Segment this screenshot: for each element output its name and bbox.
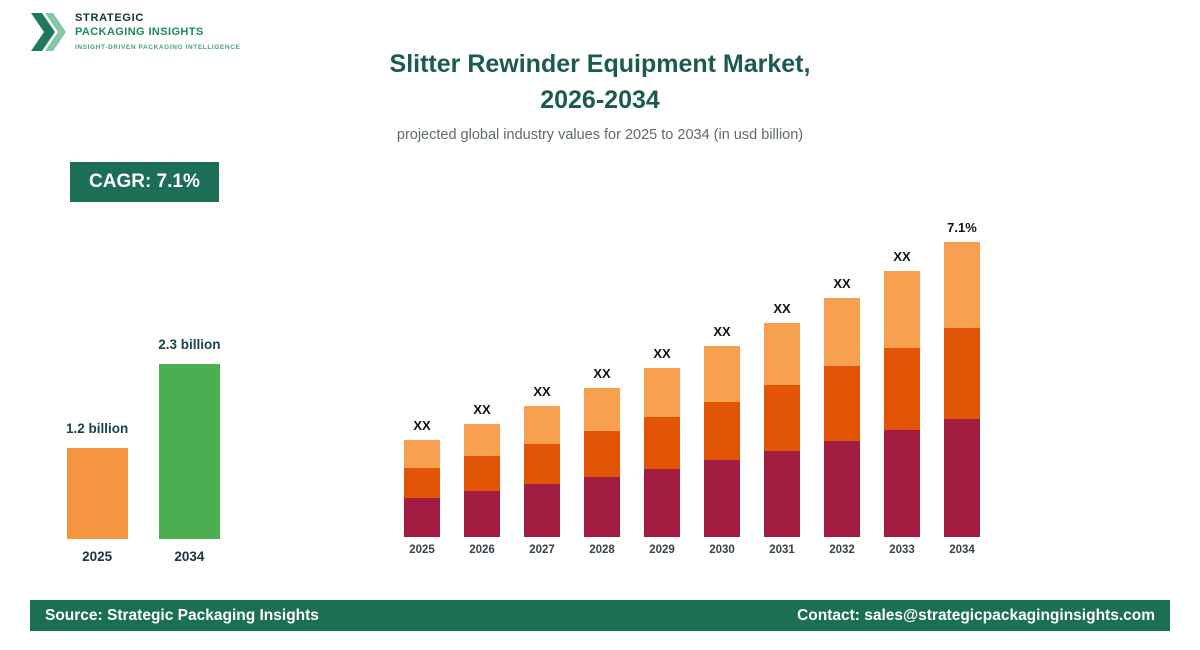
bar-segment-bottom <box>944 418 980 537</box>
summary-bar <box>66 448 128 539</box>
bar-segment-middle <box>404 468 440 499</box>
bar-segment-middle <box>824 366 860 441</box>
bar-value-label: 7.1% <box>947 220 977 235</box>
bar-year-label: 2032 <box>829 544 855 556</box>
bar-segment-bottom <box>824 440 860 537</box>
bar-segment-bottom <box>704 460 740 537</box>
bar-segment-bottom <box>584 477 620 537</box>
stacked-bar <box>824 298 860 537</box>
bar-segment-top <box>404 440 440 469</box>
logo: STRATEGIC PACKAGING INSIGHTS INSIGHT-DRI… <box>30 12 240 57</box>
bar-segment-bottom <box>884 430 920 537</box>
bar-year-label: 2034 <box>949 544 975 556</box>
bar-segment-middle <box>464 456 500 492</box>
summary-year-label: 2034 <box>174 549 205 564</box>
bar-year-label: 2029 <box>649 544 675 556</box>
bar-value-label: XX <box>533 384 551 399</box>
bar-segment-bottom <box>764 451 800 537</box>
logo-text: STRATEGIC PACKAGING INSIGHTS INSIGHT-DRI… <box>75 12 240 51</box>
logo-line2: PACKAGING INSIGHTS <box>75 26 204 38</box>
stacked-bar-column: XX 2030 <box>704 324 740 556</box>
bar-segment-middle <box>704 401 740 461</box>
summary-year-label: 2025 <box>82 549 113 564</box>
bar-segment-top <box>464 424 500 457</box>
bar-segment-top <box>764 323 800 386</box>
stacked-bar-column: XX 2033 <box>884 249 920 556</box>
bar-segment-bottom <box>464 491 500 537</box>
bar-year-label: 2025 <box>409 544 435 556</box>
bar-year-label: 2026 <box>469 544 495 556</box>
stacked-bar <box>584 388 620 537</box>
bar-segment-top <box>824 298 860 367</box>
stacked-bar <box>404 440 440 537</box>
bar-year-label: 2033 <box>889 544 915 556</box>
page-title: Slitter Rewinder Equipment Market, 2026-… <box>0 46 1200 118</box>
stacked-bar <box>704 346 740 537</box>
stacked-bar-column: XX 2031 <box>764 301 800 556</box>
stacked-bar-column: XX 2027 <box>524 384 560 556</box>
stacked-bar <box>764 323 800 537</box>
bar-value-label: XX <box>773 301 791 316</box>
bar-segment-middle <box>764 385 800 452</box>
summary-value-label: 2.3 billion <box>158 337 221 352</box>
projection-stacked-chart: XX 2025 XX 2026 XX 2027 XX 2028 XX 2029 XX 2030 XX 20… <box>404 190 980 556</box>
bar-segment-top <box>644 368 680 417</box>
summary-value-label: 1.2 billion <box>66 421 129 436</box>
bar-segment-middle <box>644 416 680 470</box>
footer-source: Source: Strategic Packaging Insights <box>45 606 319 624</box>
bar-segment-top <box>524 406 560 444</box>
bar-segment-middle <box>524 443 560 485</box>
bar-segment-top <box>584 388 620 431</box>
logo-tagline: INSIGHT-DRIVEN PACKAGING INTELLIGENCE <box>75 44 241 51</box>
cagr-badge: CAGR: 7.1% <box>70 162 219 202</box>
logo-chevron-icon <box>30 12 66 57</box>
stacked-bar <box>644 368 680 537</box>
bar-value-label: XX <box>893 249 911 264</box>
bar-segment-middle <box>884 348 920 431</box>
bar-year-label: 2028 <box>589 544 615 556</box>
stacked-bar-column: XX 2026 <box>464 402 500 556</box>
summary-bar-column: 1.2 billion 2025 <box>66 421 128 564</box>
bar-segment-top <box>704 346 740 402</box>
bar-segment-top <box>884 271 920 349</box>
page-title-line1: Slitter Rewinder Equipment Market, <box>389 50 811 78</box>
bar-segment-middle <box>584 431 620 477</box>
bar-year-label: 2030 <box>709 544 735 556</box>
summary-chart: 1.2 billion 2025 2.3 billion 2034 <box>66 322 221 564</box>
bar-value-label: XX <box>713 324 731 339</box>
stacked-bar-column: XX 2028 <box>584 366 620 556</box>
bar-value-label: XX <box>653 346 671 361</box>
stacked-bar-column: XX 2029 <box>644 346 680 556</box>
page-subtitle: projected global industry values for 202… <box>396 127 804 143</box>
bar-year-label: 2027 <box>529 544 555 556</box>
stacked-bar <box>524 406 560 537</box>
summary-bar <box>158 364 220 539</box>
footer-bar: Source: Strategic Packaging Insights Con… <box>30 600 1170 631</box>
bar-year-label: 2031 <box>769 544 795 556</box>
summary-bar-column: 2.3 billion 2034 <box>158 337 220 564</box>
bar-value-label: XX <box>473 402 491 417</box>
bar-segment-bottom <box>644 469 680 537</box>
stacked-bar <box>944 242 980 537</box>
bar-segment-top <box>944 242 980 328</box>
page-title-line2: 2026-2034 <box>540 86 660 114</box>
bar-segment-bottom <box>524 484 560 537</box>
bar-segment-bottom <box>404 498 440 537</box>
bar-value-label: XX <box>593 366 611 381</box>
bar-segment-middle <box>944 327 980 419</box>
logo-line1: STRATEGIC <box>75 12 145 24</box>
stacked-bar <box>464 424 500 537</box>
bar-value-label: XX <box>833 276 851 291</box>
stacked-bar-column: 7.1% 2034 <box>944 220 980 556</box>
footer-contact: Contact: sales@strategicpackaginginsight… <box>797 606 1155 624</box>
stacked-bar-column: XX 2032 <box>824 276 860 556</box>
bar-value-label: XX <box>413 418 431 433</box>
title-block: Slitter Rewinder Equipment Market, 2026-… <box>0 46 1200 143</box>
stacked-bar <box>884 271 920 537</box>
stacked-bar-column: XX 2025 <box>404 418 440 556</box>
